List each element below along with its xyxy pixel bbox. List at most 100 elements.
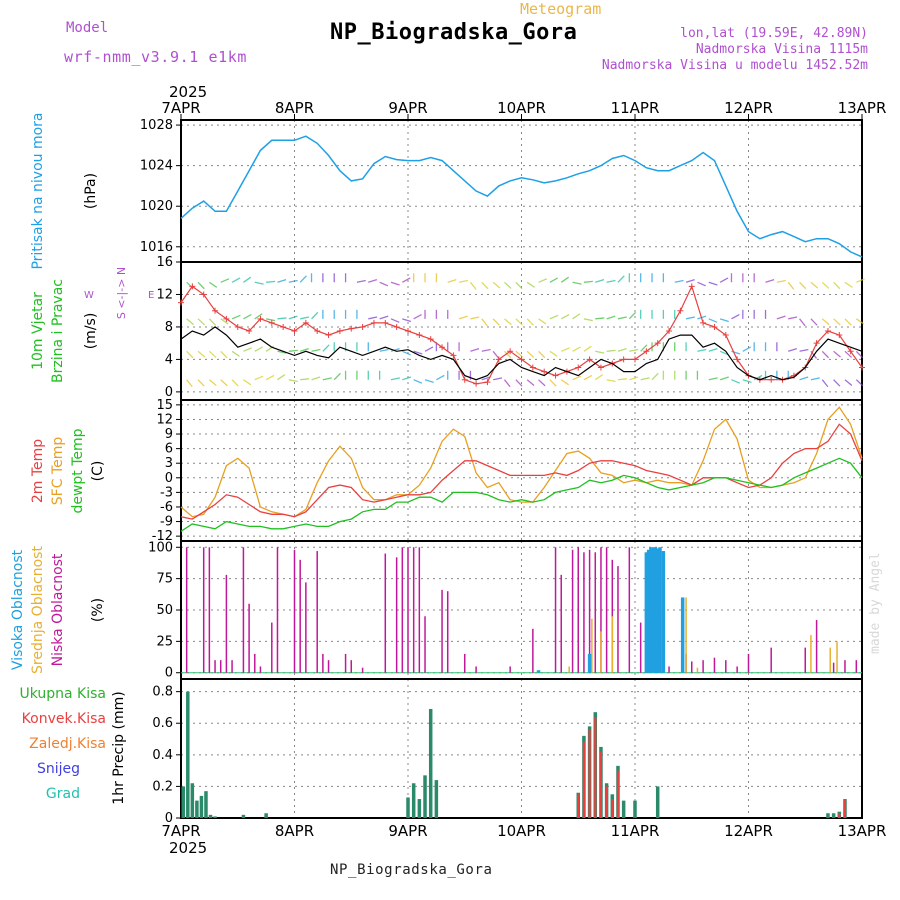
wind-arrow xyxy=(254,281,264,285)
precip-bar xyxy=(406,797,410,818)
wind-arrow xyxy=(492,350,500,359)
wind-arrow xyxy=(572,346,581,352)
precip-legend-label: Zaledj.Kisa xyxy=(29,736,106,752)
wind-arrow xyxy=(731,350,741,355)
cloud-bar xyxy=(691,661,693,673)
wind-arrow xyxy=(277,317,287,320)
wind-gust-marker xyxy=(677,307,684,314)
wind-gust-marker xyxy=(688,283,695,290)
wind-arrow xyxy=(788,316,798,320)
cloud-bar xyxy=(412,547,415,673)
wind-arrow xyxy=(788,348,798,352)
chart-subtitle: Meteogram xyxy=(520,0,602,18)
cloud-bar xyxy=(219,660,222,673)
wind-arrow xyxy=(277,279,287,283)
cloud-bar xyxy=(713,657,716,673)
wind-gust-marker xyxy=(813,340,820,347)
wind-arrow xyxy=(300,378,310,381)
y-tick-label: 0.4 xyxy=(152,748,173,763)
y-tick-label: 0 xyxy=(165,811,173,826)
cloud-bar xyxy=(605,547,608,673)
cloud-bar xyxy=(305,582,307,673)
wind-arrow xyxy=(470,316,480,320)
cloud-bar xyxy=(344,653,347,673)
wind-arrow xyxy=(617,316,627,320)
wind-arrow xyxy=(708,318,718,323)
wind-gust-marker xyxy=(359,323,366,330)
cloud-bar xyxy=(668,666,670,673)
wind-arrow xyxy=(413,379,423,384)
wind-arrow xyxy=(855,379,864,387)
wind-arrow xyxy=(288,279,298,283)
wind-arrow xyxy=(265,374,275,381)
y-tick-label: 50 xyxy=(156,603,173,618)
wind-arrow xyxy=(186,318,194,326)
wind-arrow xyxy=(311,348,321,352)
wind-gust-marker xyxy=(597,364,604,371)
wind-axis-label-1: 10m Vjetar xyxy=(30,292,46,370)
wind-arrow xyxy=(220,350,228,359)
wind-arrow xyxy=(300,316,310,320)
wind-arrow xyxy=(492,377,503,381)
wind-arrow xyxy=(583,374,593,381)
wind-arrow xyxy=(606,349,616,352)
wind-arrow xyxy=(708,377,718,381)
cloud-bar xyxy=(600,547,602,673)
precip-legend-label: Grad xyxy=(46,786,80,802)
bottom-x-tick-label: 13APR xyxy=(838,822,887,840)
precip-bar xyxy=(655,786,660,818)
wind-gust-marker xyxy=(280,323,287,330)
wind-arrow xyxy=(390,377,400,381)
bottom-year-label: 2025 xyxy=(169,839,207,857)
precip-bar xyxy=(204,791,208,818)
wind-arrow xyxy=(719,350,729,356)
model-elevation-label: Nadmorska Visina u modelu 1452.52m xyxy=(601,58,868,73)
top-x-tick-label: 13APR xyxy=(838,99,887,117)
cloud-bar xyxy=(254,653,256,673)
wind-arrow xyxy=(765,279,775,283)
wind-speed-line xyxy=(180,326,863,381)
wind-arrow xyxy=(481,348,491,352)
wind-arrow xyxy=(322,344,330,352)
wind-arrow xyxy=(447,279,457,283)
y-tick-label: 0.8 xyxy=(152,685,173,700)
cloud-bar xyxy=(395,557,398,673)
cloud-bar xyxy=(327,660,330,673)
wind-arrow xyxy=(243,276,252,283)
wind-gust-marker xyxy=(189,283,196,290)
wind-arrow xyxy=(390,281,400,286)
wind-arrow xyxy=(799,318,806,327)
wind-gust-marker xyxy=(541,368,548,375)
y-tick-label: 75 xyxy=(156,572,173,587)
wind-arrow xyxy=(606,315,616,320)
wind-arrow xyxy=(595,279,605,283)
wind-arrow xyxy=(481,376,491,381)
cloud-bar xyxy=(725,660,727,673)
y-tick-label: 6 xyxy=(165,442,173,457)
temp-2m-axis-label: 2m Temp xyxy=(30,439,46,503)
model-name: wrf-nmm_v3.9.1 e1km xyxy=(64,48,247,66)
wind-gust-marker xyxy=(495,356,502,363)
cloud-bar xyxy=(271,622,273,673)
wind-arrow xyxy=(197,281,205,290)
precipitation-panel-frame xyxy=(180,678,863,819)
wind-arrow xyxy=(254,346,263,352)
precip-bar xyxy=(186,691,190,818)
wind-arrow xyxy=(560,276,570,283)
wind-compass-label: S <-|-> N xyxy=(115,267,128,319)
cloud-bar xyxy=(536,670,541,673)
precip-bar xyxy=(616,770,620,818)
wind-arrow xyxy=(390,348,400,352)
precip-bar xyxy=(826,813,830,818)
cloud-bar xyxy=(293,549,296,673)
cloud-bar xyxy=(214,660,216,673)
wind-arrow xyxy=(731,313,740,320)
cloud-bar xyxy=(202,547,205,673)
pressure-axis-label: Pritisak na nivou mora xyxy=(30,112,46,269)
wind-arrow xyxy=(651,372,659,381)
y-tick-label: 9 xyxy=(165,427,173,442)
y-tick-label: -3 xyxy=(160,485,173,500)
wind-arrow xyxy=(799,348,809,352)
wind-arrow xyxy=(685,316,696,320)
cloud-bar xyxy=(441,589,443,673)
